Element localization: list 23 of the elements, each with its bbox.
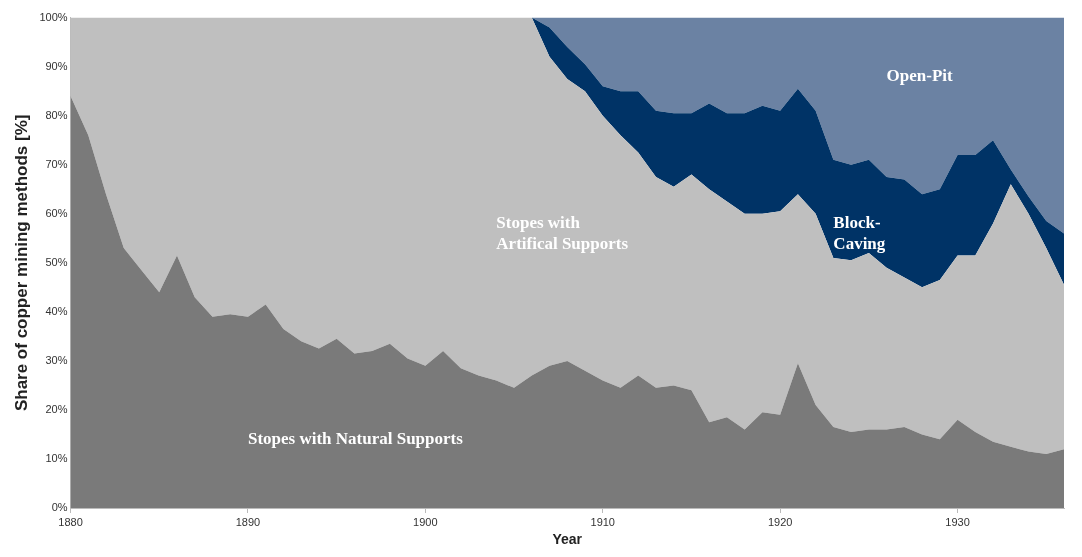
y-tick-label: 70%	[45, 157, 68, 170]
y-tick-label: 80%	[45, 108, 68, 121]
series-label: Stopes with Artifical Supports	[496, 212, 629, 253]
x-axis-title: Year	[552, 531, 583, 548]
y-tick-label: 40%	[45, 304, 68, 317]
series-label: Block-Caving	[833, 212, 886, 253]
y-tick-label: 90%	[45, 59, 68, 72]
x-tick-label: 1890	[235, 515, 261, 528]
y-tick-label: 60%	[45, 206, 68, 219]
x-tick-label: 1930	[945, 515, 970, 528]
x-tick-label: 1920	[767, 515, 793, 528]
series-label: Stopes with Natural Supports	[247, 428, 464, 448]
y-tick-label: 0%	[51, 501, 68, 514]
y-tick-label: 20%	[45, 402, 68, 415]
y-tick-label: 100%	[39, 10, 68, 23]
y-axis-title: Share of copper mining methods [%]	[11, 114, 31, 412]
x-tick-label: 1910	[590, 515, 615, 528]
x-tick-label: 1880	[58, 515, 83, 528]
series-label: Open-Pit	[886, 65, 954, 85]
x-tick-label: 1900	[413, 515, 438, 528]
y-tick-label: 50%	[45, 255, 68, 268]
y-tick-label: 30%	[45, 353, 68, 366]
y-tick-label: 10%	[45, 451, 68, 464]
